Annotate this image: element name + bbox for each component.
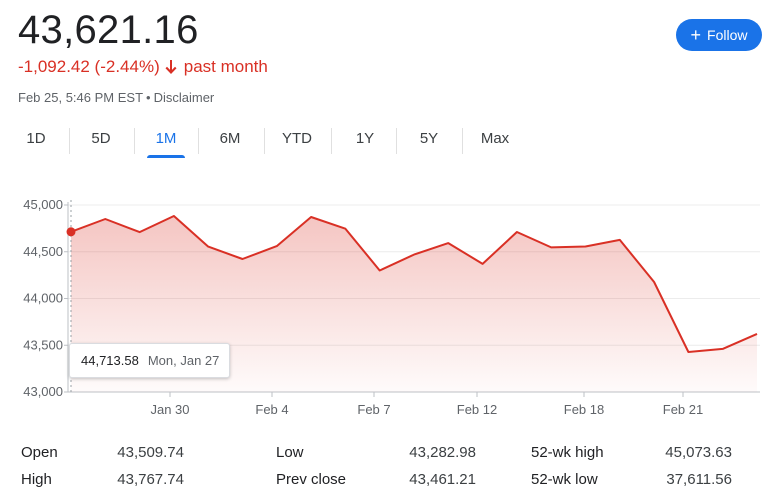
data-point (481, 262, 485, 266)
tab-label: 1M (155, 130, 177, 147)
tab-divider (396, 128, 397, 154)
tab-divider (462, 128, 463, 154)
data-point (652, 280, 656, 284)
tab-5d[interactable]: 5D (83, 124, 119, 158)
tab-label: 1Y (355, 130, 375, 147)
data-point (172, 214, 176, 218)
tab-divider (331, 128, 332, 154)
tab-max[interactable]: Max (476, 124, 514, 158)
data-point (618, 238, 622, 242)
stats-table: Open 43,509.74 High 43,767.74 Low 43,282… (0, 440, 780, 495)
tab-1m[interactable]: 1M (147, 124, 185, 158)
timestamp: Feb 25, 5:46 PM EST (18, 90, 144, 105)
tab-label: 5D (91, 130, 111, 147)
tab-ytd[interactable]: YTD (276, 124, 318, 158)
tab-label: YTD (282, 130, 312, 147)
follow-button[interactable]: + Follow (676, 19, 762, 51)
x-tick-label: Feb 21 (663, 402, 703, 417)
data-point (515, 230, 519, 234)
stat-value-prev-close: 43,461.21 (409, 471, 476, 488)
y-tick-label: 43,500 (23, 337, 63, 352)
y-tick-label: 43,000 (23, 384, 63, 399)
data-point (343, 227, 347, 231)
stat-value-52wk-high: 45,073.63 (665, 444, 732, 461)
change-period: past month (183, 57, 268, 76)
price-line (70, 215, 758, 353)
stat-label-low: Low (276, 444, 304, 461)
tab-1d[interactable]: 1D (19, 124, 53, 158)
x-tick-label: Jan 30 (150, 402, 189, 417)
x-axis: Jan 30 Feb 4 Feb 7 Feb 12 Feb 18 Feb 21 (150, 392, 703, 417)
tab-5y[interactable]: 5Y (413, 124, 445, 158)
tab-divider (264, 128, 265, 154)
y-axis: 45,000 44,500 44,000 43,500 43,000 (23, 197, 63, 399)
price-change: -1,092.42 (-2.44%) past month (18, 56, 268, 78)
data-point (206, 245, 210, 249)
tab-label: Max (480, 130, 510, 147)
data-point (378, 268, 382, 272)
active-tab-indicator (147, 155, 185, 158)
stat-label-prev-close: Prev close (276, 471, 347, 488)
data-point (241, 257, 245, 261)
data-point (103, 217, 107, 221)
y-tick-label: 45,000 (23, 197, 63, 212)
tab-label: 1D (26, 130, 46, 147)
data-point (309, 215, 313, 219)
data-point (721, 347, 725, 351)
x-tick-label: Feb 12 (457, 402, 497, 417)
tab-label: 6M (219, 130, 241, 147)
stat-label-high: High (21, 471, 52, 488)
data-point (138, 230, 142, 234)
stat-value-52wk-low: 37,611.56 (666, 471, 732, 488)
x-tick-label: Feb 7 (357, 402, 390, 417)
data-point (549, 245, 553, 249)
price-chart[interactable]: 45,000 44,500 44,000 43,500 43,000 Jan 30 Feb… (0, 180, 780, 430)
hover-point (66, 227, 76, 237)
tab-6m[interactable]: 6M (211, 124, 249, 158)
stat-label-52wk-high: 52-wk high (531, 444, 604, 461)
plus-icon: + (690, 24, 702, 45)
tooltip-value: 44,713.58 (81, 353, 139, 368)
stat-label-52wk-low: 52-wk low (531, 471, 598, 488)
tab-label: 5Y (419, 130, 439, 147)
tab-divider (69, 128, 70, 154)
tab-divider (134, 128, 135, 154)
y-tick-label: 44,500 (23, 244, 63, 259)
stat-label-open: Open (21, 444, 58, 461)
follow-label: Follow (707, 27, 748, 43)
data-point (686, 350, 690, 354)
x-tick-label: Feb 4 (255, 402, 288, 417)
stat-value-high: 43,767.74 (117, 471, 184, 488)
change-amount: -1,092.42 (-2.44%) (18, 57, 160, 76)
tab-divider (198, 128, 199, 154)
tooltip-date: Mon, Jan 27 (147, 353, 220, 368)
stat-value-low: 43,282.98 (409, 444, 476, 461)
data-point (412, 253, 416, 257)
tab-1y[interactable]: 1Y (349, 124, 381, 158)
separator-dot: • (146, 90, 151, 105)
disclaimer-link[interactable]: Disclaimer (153, 90, 215, 105)
data-point (584, 245, 588, 249)
arrow-down-icon (165, 60, 177, 74)
quote-meta: Feb 25, 5:46 PM EST • Disclaimer (18, 89, 214, 106)
y-tick-label: 44,000 (23, 291, 63, 306)
stat-value-open: 43,509.74 (117, 444, 184, 461)
data-point (275, 244, 279, 248)
range-tabs: 1D 5D 1M 6M YTD 1Y 5Y Max (0, 124, 560, 160)
data-point (446, 241, 450, 245)
chart-tooltip: 44,713.58 Mon, Jan 27 (69, 343, 231, 378)
x-tick-label: Feb 18 (564, 402, 604, 417)
stock-price: 43,621.16 (18, 8, 199, 52)
data-point (755, 332, 759, 336)
